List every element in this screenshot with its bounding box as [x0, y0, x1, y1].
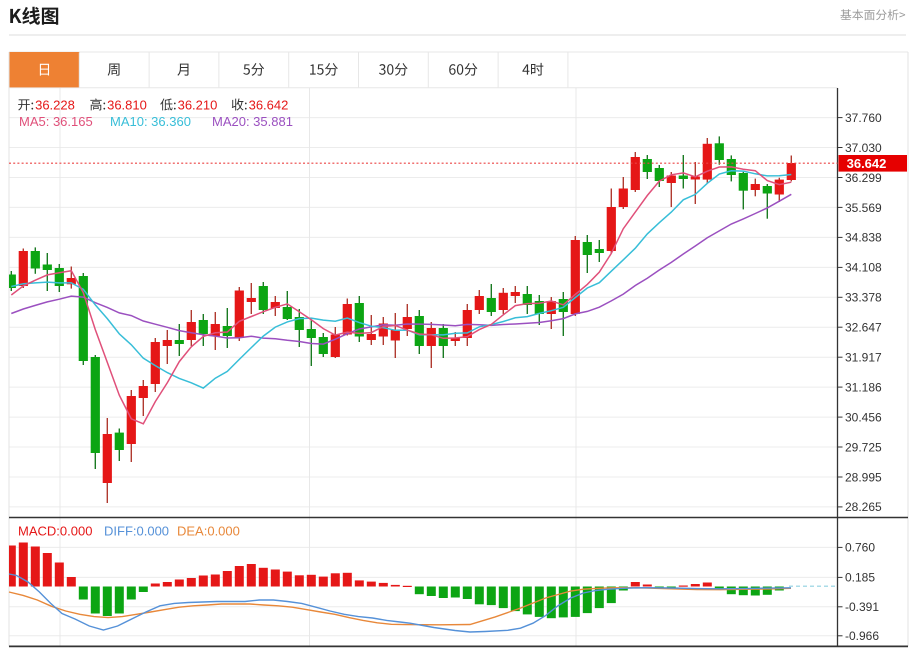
svg-text:31.186: 31.186	[845, 380, 882, 394]
svg-text:DIFF:0.000: DIFF:0.000	[104, 523, 169, 538]
svg-text:MA20: 35.881: MA20: 35.881	[212, 114, 293, 129]
svg-text:37.760: 37.760	[845, 111, 882, 125]
svg-text:MA5: 36.165: MA5: 36.165	[19, 114, 93, 129]
svg-text:36.642: 36.642	[249, 97, 289, 112]
svg-text:33.378: 33.378	[845, 291, 882, 305]
svg-text:DEA:0.000: DEA:0.000	[177, 523, 240, 538]
svg-text:36.299: 36.299	[845, 171, 882, 185]
svg-text:34.838: 34.838	[845, 231, 882, 245]
svg-text:34.108: 34.108	[845, 261, 882, 275]
svg-text:-0.391: -0.391	[845, 600, 879, 614]
svg-text:36.210: 36.210	[178, 97, 218, 112]
svg-text:32.647: 32.647	[845, 321, 882, 335]
svg-text:28.265: 28.265	[845, 500, 882, 514]
svg-text:37.030: 37.030	[845, 141, 882, 155]
svg-text:36.642: 36.642	[847, 156, 887, 171]
svg-text:35.569: 35.569	[845, 201, 882, 215]
svg-text:29.725: 29.725	[845, 440, 882, 454]
svg-text:31.917: 31.917	[845, 351, 882, 365]
svg-text:0.185: 0.185	[845, 571, 875, 585]
svg-text:30.456: 30.456	[845, 410, 882, 424]
svg-text:MACD:0.000: MACD:0.000	[18, 523, 92, 538]
svg-text:36.810: 36.810	[107, 97, 147, 112]
svg-text:28.995: 28.995	[845, 470, 882, 484]
svg-text:MA10: 36.360: MA10: 36.360	[110, 114, 191, 129]
svg-text:36.228: 36.228	[35, 97, 75, 112]
svg-text:-0.966: -0.966	[845, 629, 879, 643]
svg-text:0.760: 0.760	[845, 541, 875, 555]
